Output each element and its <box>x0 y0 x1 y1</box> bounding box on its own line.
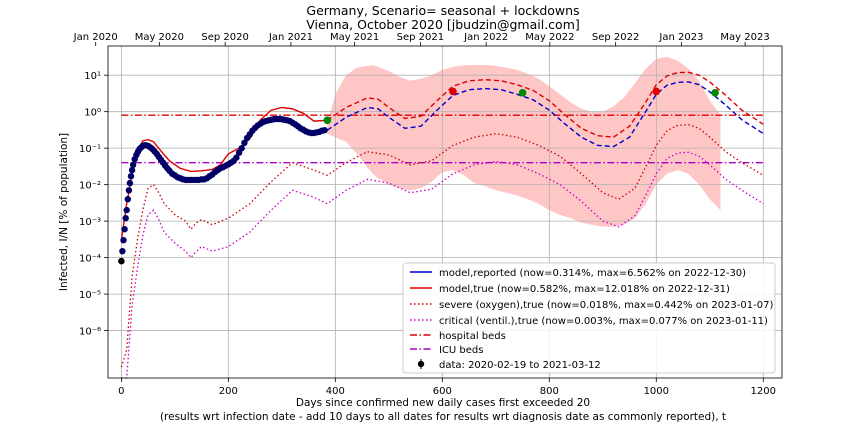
event-markers-layer <box>323 87 719 125</box>
legend-label-reported: model,reported (now=0.314%, max=6.562% o… <box>439 268 746 279</box>
event-marker <box>518 89 527 97</box>
data-point <box>123 206 130 214</box>
data-point <box>238 145 245 152</box>
y-tick-label: 10⁰ <box>84 108 101 119</box>
top-date-tick-label: May 2022 <box>525 32 574 43</box>
top-date-tick-label: Sep 2022 <box>592 32 639 43</box>
chart-subtitle: Vienna, October 2020 [jbudzin@gmail.com] <box>306 17 580 32</box>
top-date-tick-label: Sep 2021 <box>397 32 444 43</box>
x-axis-label: Days since confirmed new daily cases fir… <box>296 397 590 409</box>
data-point <box>119 248 126 255</box>
legend-swatch-data <box>417 360 425 368</box>
event-marker <box>652 87 661 96</box>
top-date-tick-label: Sep 2020 <box>201 32 248 43</box>
legend-label-data: data: 2020-02-19 to 2021-03-12 <box>439 360 601 371</box>
y-tick-label: 10¹ <box>84 71 101 82</box>
x-tick-label: 800 <box>540 386 559 397</box>
event-marker <box>449 87 457 96</box>
series-lines-layer <box>120 71 764 379</box>
data-point <box>128 166 136 174</box>
data-point <box>122 215 129 222</box>
x-tick-label: 0 <box>118 386 124 397</box>
top-date-axis-ticks: Jan 2020 May 2020 Sep 2020 Jan 2021 May 2021… <box>73 32 770 46</box>
top-date-tick-label: May 2021 <box>330 32 379 43</box>
series-line-true-past <box>120 106 328 241</box>
data-point <box>321 127 328 134</box>
x-axis-ticks: 0 200 400 600 800 1000 1200 <box>118 378 776 397</box>
y-tick-label: 10⁻⁴ <box>79 254 101 265</box>
x-tick-label: 1200 <box>751 386 776 397</box>
top-date-tick-label: Jan 2022 <box>463 32 508 43</box>
top-date-tick-label: May 2020 <box>135 32 184 43</box>
top-date-tick-label: Jan 2023 <box>658 32 703 43</box>
data-points-layer <box>118 115 328 265</box>
legend-label-icu-beds: ICU beds <box>439 345 484 356</box>
x-tick-label: 1000 <box>644 386 669 397</box>
data-point <box>241 139 248 146</box>
y-tick-label: 10⁻² <box>79 181 101 192</box>
data-point <box>129 161 137 168</box>
y-tick-label: 10⁻¹ <box>79 144 101 155</box>
series-line-critical <box>121 151 764 379</box>
legend: model,reported (now=0.314%, max=6.562% o… <box>402 262 776 374</box>
legend-label-true: model,true (now=0.582%, max=12.018% on 2… <box>439 284 730 295</box>
top-date-tick-label: Jan 2020 <box>73 32 118 43</box>
legend-label-critical: critical (ventil.),true (now=0.003%, max… <box>439 316 768 327</box>
top-date-tick-label: May 2023 <box>720 32 769 43</box>
series-line-true-forecast <box>326 71 764 138</box>
y-tick-label: 10⁻⁵ <box>79 290 101 301</box>
data-point <box>124 196 131 203</box>
data-point <box>127 173 135 180</box>
y-axis-label: Infected, I/N [% of population] <box>58 133 70 291</box>
y-tick-label: 10⁻³ <box>79 217 101 228</box>
legend-label-hospital-beds: hospital beds <box>439 331 506 342</box>
event-marker <box>323 116 332 125</box>
series-line-severe <box>120 124 764 368</box>
chart-title: Germany, Scenario= seasonal + lockdowns <box>306 3 579 18</box>
plot-frame <box>107 45 783 379</box>
y-axis-ticks: 10⁻⁶ 10⁻⁵ 10⁻⁴ 10⁻³ 10⁻² 10⁻¹ 10⁰ 10¹ <box>79 71 108 338</box>
x-tick-label: 400 <box>326 386 345 397</box>
series-line-reported-forecast <box>326 81 764 148</box>
data-point <box>121 226 128 233</box>
data-point <box>233 154 240 161</box>
legend-box <box>402 262 776 374</box>
x-axis-label-line2: (results wrt infection date - add 10 day… <box>160 411 726 423</box>
event-marker <box>711 89 719 97</box>
data-point-first <box>118 257 125 265</box>
y-tick-label: 10⁻⁶ <box>79 327 101 338</box>
legend-label-severe: severe (oxygen),true (now=0.018%, max=0.… <box>439 300 773 311</box>
top-date-tick-label: Jan 2021 <box>268 32 313 43</box>
data-point <box>125 187 133 194</box>
x-tick-label: 200 <box>219 386 238 397</box>
x-tick-label: 600 <box>433 386 452 397</box>
data-point <box>120 237 127 244</box>
data-point <box>126 179 134 187</box>
